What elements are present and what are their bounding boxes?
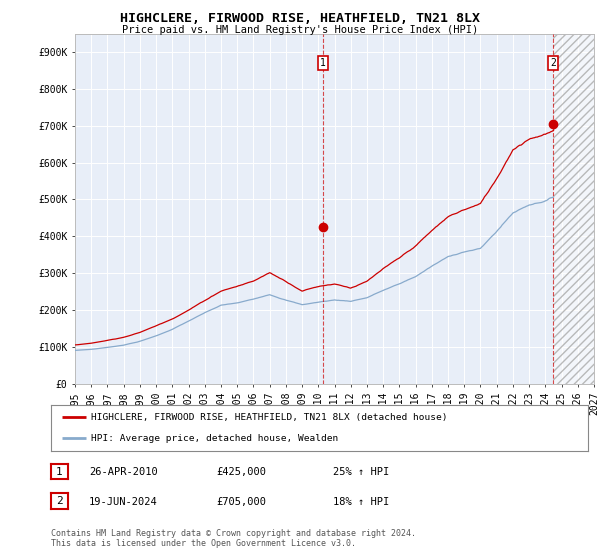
Text: Contains HM Land Registry data © Crown copyright and database right 2024.
This d: Contains HM Land Registry data © Crown c…: [51, 529, 416, 548]
Text: 2: 2: [550, 58, 556, 68]
Bar: [553, 34, 594, 384]
Text: 25% ↑ HPI: 25% ↑ HPI: [333, 467, 389, 477]
Text: Price paid vs. HM Land Registry's House Price Index (HPI): Price paid vs. HM Land Registry's House …: [122, 25, 478, 35]
Text: 2: 2: [56, 496, 63, 506]
Text: £705,000: £705,000: [216, 497, 266, 507]
Bar: [553, 34, 594, 384]
Text: 19-JUN-2024: 19-JUN-2024: [89, 497, 158, 507]
Text: 1: 1: [320, 58, 326, 68]
Text: HIGHCLERE, FIRWOOD RISE, HEATHFIELD, TN21 8LX (detached house): HIGHCLERE, FIRWOOD RISE, HEATHFIELD, TN2…: [91, 413, 448, 422]
Text: HPI: Average price, detached house, Wealden: HPI: Average price, detached house, Weal…: [91, 434, 338, 443]
Text: £425,000: £425,000: [216, 467, 266, 477]
Text: 18% ↑ HPI: 18% ↑ HPI: [333, 497, 389, 507]
Text: 1: 1: [56, 466, 63, 477]
Text: 26-APR-2010: 26-APR-2010: [89, 467, 158, 477]
Text: HIGHCLERE, FIRWOOD RISE, HEATHFIELD, TN21 8LX: HIGHCLERE, FIRWOOD RISE, HEATHFIELD, TN2…: [120, 12, 480, 25]
